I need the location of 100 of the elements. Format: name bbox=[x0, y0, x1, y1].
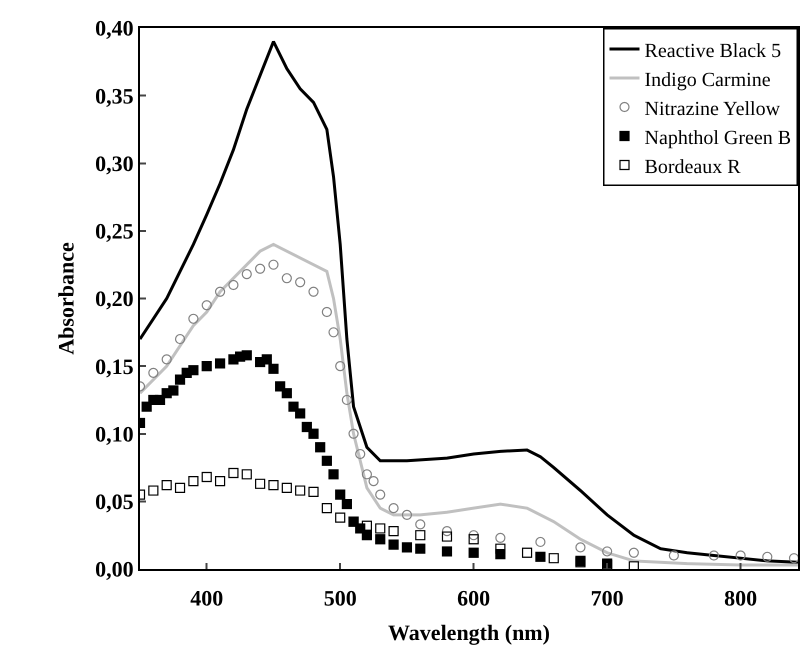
point bbox=[242, 269, 252, 280]
point bbox=[736, 550, 746, 561]
point bbox=[388, 526, 399, 536]
x-tick-label: 500 bbox=[324, 585, 357, 610]
point bbox=[388, 503, 399, 514]
point bbox=[255, 264, 266, 274]
point bbox=[708, 550, 720, 561]
x-tick-label: 700 bbox=[590, 585, 624, 610]
point bbox=[415, 519, 426, 530]
point bbox=[174, 334, 186, 344]
point bbox=[335, 512, 346, 523]
point bbox=[268, 364, 279, 374]
x-tick-label: 400 bbox=[190, 585, 224, 610]
y-tick-label: 0,20 bbox=[95, 286, 134, 312]
y-tick-label: 0,25 bbox=[95, 218, 134, 244]
point bbox=[268, 480, 279, 490]
point bbox=[342, 394, 352, 406]
point bbox=[468, 548, 479, 558]
y-tick-label: 0,00 bbox=[95, 556, 134, 582]
point bbox=[214, 286, 226, 297]
point bbox=[468, 534, 479, 544]
point bbox=[535, 552, 546, 562]
legend-label: Bordeaux R bbox=[644, 156, 742, 178]
y-tick-label: 0,10 bbox=[95, 421, 134, 446]
point bbox=[188, 314, 198, 324]
point bbox=[322, 503, 332, 514]
point bbox=[335, 361, 346, 372]
point bbox=[762, 552, 772, 562]
point bbox=[668, 550, 679, 561]
point bbox=[375, 534, 386, 544]
point bbox=[628, 548, 639, 558]
point bbox=[308, 286, 319, 297]
point bbox=[548, 553, 559, 564]
point bbox=[362, 469, 372, 480]
point bbox=[315, 442, 326, 452]
y-axis-title: Absorbance bbox=[53, 242, 78, 355]
point bbox=[282, 388, 292, 398]
point bbox=[174, 482, 186, 493]
point bbox=[295, 408, 306, 419]
point bbox=[402, 510, 412, 520]
legend-label: Nitrazine Yellow bbox=[644, 98, 781, 120]
y-tick-label: 0,40 bbox=[95, 16, 134, 41]
point bbox=[242, 350, 252, 360]
point bbox=[242, 469, 252, 480]
point bbox=[162, 480, 172, 490]
y-tick-label: 0,30 bbox=[95, 150, 134, 176]
point bbox=[442, 531, 452, 542]
point bbox=[368, 476, 379, 486]
point bbox=[402, 542, 412, 552]
point bbox=[188, 476, 198, 486]
point bbox=[282, 482, 292, 493]
x-tick-label: 800 bbox=[724, 585, 758, 610]
point bbox=[322, 306, 332, 318]
point bbox=[575, 542, 586, 552]
legend-label: Indigo Carmine bbox=[644, 68, 771, 91]
point bbox=[268, 260, 279, 270]
point bbox=[375, 523, 386, 534]
point bbox=[362, 530, 372, 540]
point bbox=[442, 526, 452, 536]
point bbox=[415, 530, 426, 540]
point bbox=[522, 548, 532, 558]
point bbox=[295, 277, 306, 288]
point bbox=[188, 365, 198, 376]
point bbox=[202, 300, 212, 310]
point bbox=[468, 530, 479, 540]
x-tick-label: 600 bbox=[457, 585, 490, 610]
y-tick-label: 0,05 bbox=[95, 489, 134, 514]
point bbox=[214, 476, 226, 486]
point bbox=[148, 368, 158, 378]
point bbox=[308, 486, 319, 498]
point bbox=[202, 472, 212, 482]
point bbox=[495, 532, 506, 543]
point bbox=[442, 546, 452, 557]
point bbox=[535, 536, 546, 548]
point bbox=[388, 540, 399, 550]
point bbox=[788, 553, 798, 564]
point bbox=[288, 402, 299, 412]
point bbox=[162, 354, 172, 364]
point bbox=[255, 478, 266, 489]
y-tick-label: 0,35 bbox=[95, 83, 134, 108]
point bbox=[335, 490, 346, 500]
point bbox=[348, 428, 359, 439]
legend-label: Reactive Black 5 bbox=[644, 40, 782, 62]
point bbox=[342, 498, 352, 510]
point bbox=[602, 546, 612, 557]
point bbox=[295, 485, 306, 496]
point bbox=[148, 485, 158, 496]
point bbox=[228, 468, 239, 478]
legend-label: Naphthol Green B bbox=[644, 126, 792, 149]
point bbox=[262, 354, 272, 364]
x-axis-title: Wavelength (nm) bbox=[388, 620, 550, 645]
point bbox=[308, 428, 319, 439]
point bbox=[168, 385, 178, 396]
point bbox=[628, 561, 639, 569]
point bbox=[375, 490, 386, 500]
point bbox=[202, 361, 212, 372]
point bbox=[328, 469, 339, 480]
point bbox=[322, 456, 332, 466]
point bbox=[228, 280, 239, 290]
point bbox=[282, 273, 292, 284]
